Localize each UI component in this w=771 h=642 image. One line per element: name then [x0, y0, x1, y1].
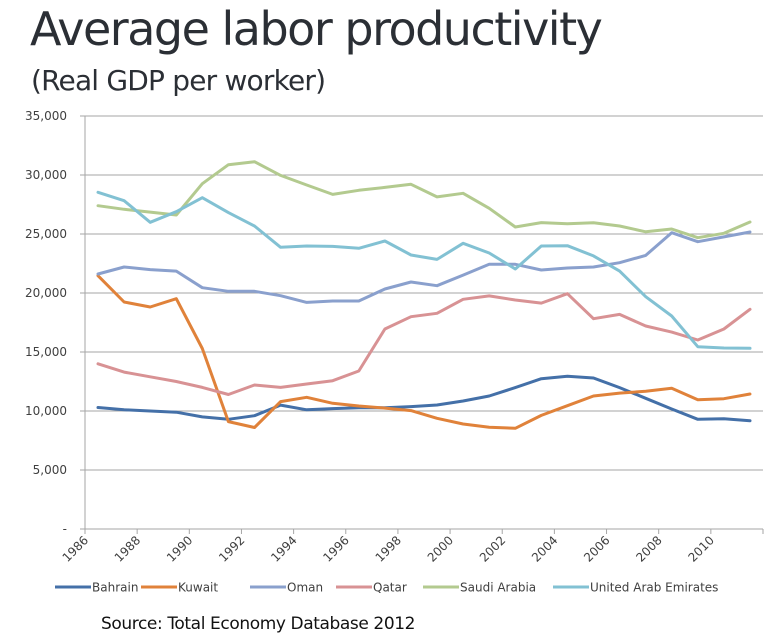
x-tick-label: 2000	[425, 533, 456, 564]
legend-label: Qatar	[373, 581, 407, 595]
y-tick-label: -	[63, 522, 67, 536]
series-line-bahrain	[96, 374, 752, 423]
x-tick-label: 2010	[685, 533, 716, 564]
series-line-kuwait	[96, 274, 752, 430]
legend: Bahrain Kuwait Oman Qatar Saudi Arabia United…	[55, 581, 718, 595]
y-tick-label: 25,000	[25, 227, 67, 241]
legend-item: Kuwait	[141, 581, 218, 595]
legend-item: Bahrain	[55, 581, 138, 595]
x-tick-label: 2008	[633, 533, 664, 564]
legend-label: United Arab Emirates	[590, 581, 718, 595]
legend-label: Kuwait	[178, 581, 218, 595]
x-tick-label: 1996	[320, 533, 351, 564]
y-tick-label: 20,000	[25, 286, 67, 300]
x-tick-label: 1990	[164, 533, 195, 564]
y-tick-label: 5,000	[33, 463, 67, 477]
x-tick-label: 1994	[268, 533, 299, 564]
legend-label: Saudi Arabia	[460, 581, 536, 595]
x-axis-ticks: 1986 1988 1990 1992 1994 1996 1998 2000 2002 2004…	[60, 529, 764, 565]
legend-label: Oman	[287, 581, 323, 595]
legend-item: United Arab Emirates	[553, 581, 718, 595]
x-tick-label: 1986	[60, 533, 91, 564]
y-axis-ticks: - 5,000 10,000 15,000 20,000 25,000 30,000 35,0…	[25, 109, 85, 536]
source-note: Source: Total Economy Database 2012	[101, 614, 416, 634]
series-line-oman	[96, 230, 752, 304]
x-tick-label: 2006	[581, 533, 612, 564]
series-line-saudi-arabia	[96, 160, 752, 240]
legend-item: Saudi Arabia	[423, 581, 536, 595]
slide-title: Average labor productivity	[30, 2, 603, 56]
legend-item: Qatar	[336, 581, 407, 595]
y-tick-label: 35,000	[25, 109, 67, 123]
legend-item: Oman	[250, 581, 323, 595]
x-tick-label: 1998	[373, 533, 404, 564]
legend-label: Bahrain	[92, 581, 138, 595]
slide-subtitle: (Real GDP per worker)	[31, 64, 326, 97]
series-line-qatar	[96, 292, 752, 396]
x-tick-label: 1988	[112, 533, 143, 564]
series-line-united-arab-emirates	[96, 190, 752, 350]
axes	[84, 116, 763, 530]
y-tick-label: 15,000	[25, 345, 67, 359]
x-tick-label: 2002	[477, 533, 508, 564]
gridlines	[85, 115, 763, 471]
y-tick-label: 30,000	[25, 168, 67, 182]
series-lines	[96, 160, 752, 430]
x-tick-label: 1992	[216, 533, 247, 564]
y-tick-label: 10,000	[25, 404, 67, 418]
x-tick-label: 2004	[529, 533, 560, 564]
